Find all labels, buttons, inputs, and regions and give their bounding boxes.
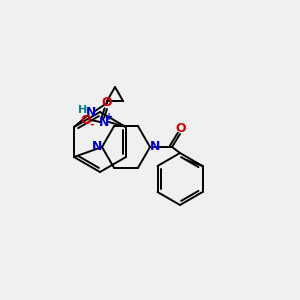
Text: O: O xyxy=(176,122,186,134)
Text: N: N xyxy=(86,106,96,119)
Text: +: + xyxy=(105,112,113,122)
Text: O: O xyxy=(102,95,112,109)
Text: N: N xyxy=(92,140,102,154)
Text: H: H xyxy=(78,105,88,115)
Text: N: N xyxy=(99,116,109,128)
Text: -: - xyxy=(90,120,94,130)
Text: N: N xyxy=(150,140,160,154)
Text: O: O xyxy=(81,113,91,127)
